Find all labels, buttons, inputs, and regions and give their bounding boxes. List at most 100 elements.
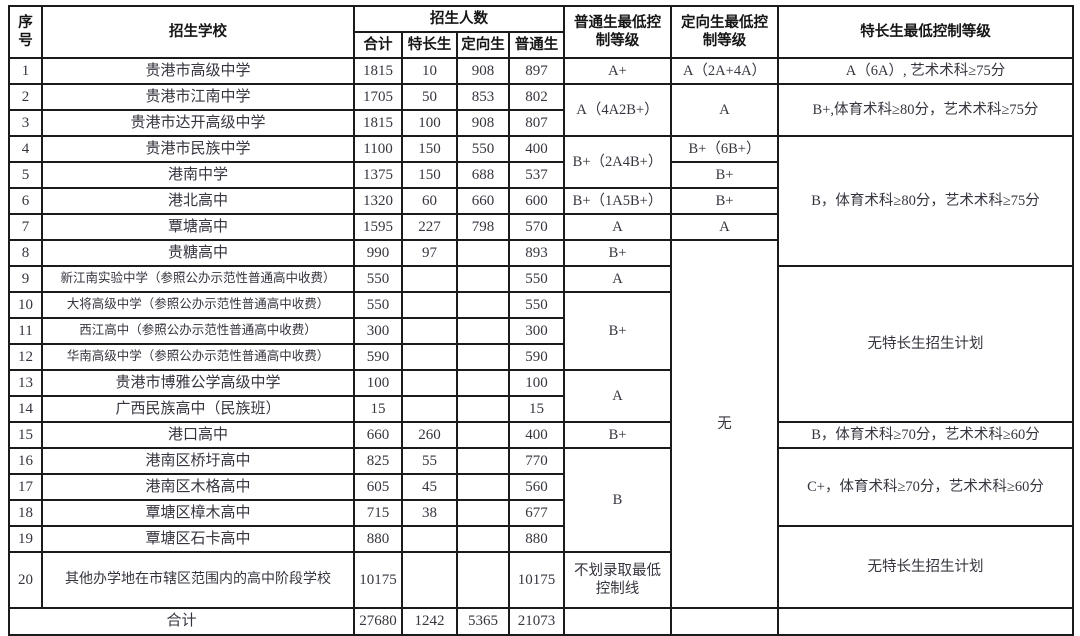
school-name: 覃塘高中 — [41, 213, 355, 241]
row-no: 14 — [8, 395, 43, 423]
count-regular: 880 — [508, 525, 565, 553]
count-directed — [456, 317, 510, 345]
count-regular: 550 — [508, 291, 565, 319]
grade-special-min: B+,体育术科≥80分，艺术术科≥75分 — [777, 83, 1074, 137]
count-directed — [456, 473, 510, 501]
table-row: 6 港北高中 1320 60 660 600 B+（1A5B+） B+ — [8, 187, 1073, 215]
count-total: 590 — [353, 343, 403, 371]
table-row: 19 覃塘区石卡高中 880 880 无特长生招生计划 — [8, 525, 1074, 609]
table-row: 10 大将高级中学（参照公办示范性普通高中收费） 550 550 B+ — [8, 291, 1073, 371]
count-total: 1595 — [353, 213, 403, 241]
total-directed: 5365 — [456, 607, 510, 636]
grade-regular-min: B — [563, 447, 672, 553]
count-special: 150 — [401, 161, 458, 189]
row-no: 11 — [8, 317, 43, 345]
count-special — [401, 369, 458, 397]
count-directed: 660 — [456, 187, 510, 215]
school-name: 覃塘区石卡高中 — [41, 525, 355, 553]
count-regular: 570 — [508, 213, 565, 241]
table-row: 13 贵港市博雅公学高级中学 100 100 A — [8, 369, 1073, 423]
school-name: 贵港市民族中学 — [41, 135, 355, 163]
grade-special-min: 无特长生招生计划 — [777, 525, 1074, 609]
count-total: 100 — [353, 369, 403, 397]
grade-directed-min: A — [670, 213, 779, 241]
count-special: 227 — [401, 213, 458, 241]
count-regular: 15 — [508, 395, 565, 423]
grade-special-min: 无特长生招生计划 — [777, 265, 1074, 423]
grade-regular-min: B+ — [563, 239, 672, 267]
count-special: 60 — [401, 187, 458, 215]
header-enrollment: 招生人数 — [353, 5, 565, 33]
row-no: 9 — [8, 265, 43, 293]
count-directed — [456, 499, 510, 527]
count-directed: 908 — [456, 109, 510, 137]
school-name: 港南区桥圩高中 — [41, 447, 355, 475]
grade-regular-min: 不划录取最低控制线 — [563, 551, 672, 609]
table-row: 2 贵港市江南中学 1705 50 853 802 A（4A2B+） A B+,… — [8, 83, 1074, 137]
count-total: 1100 — [353, 135, 403, 163]
count-total: 605 — [353, 473, 403, 501]
table-row: 5 港南中学 1375 150 688 537 B+ — [8, 161, 1073, 189]
row-no: 6 — [8, 187, 43, 215]
count-regular: 537 — [508, 161, 565, 189]
count-special: 45 — [401, 473, 458, 501]
count-directed — [456, 239, 510, 267]
count-directed: 688 — [456, 161, 510, 189]
count-special: 10 — [401, 57, 458, 85]
count-special — [401, 317, 458, 345]
header-row-1: 序号 招生学校 招生人数 普通生最低控制等级 定向生最低控制等级 特长生最低控制… — [8, 5, 1074, 59]
count-special: 38 — [401, 499, 458, 527]
school-name: 新江南实验中学（参照公办示范性普通高中收费） — [41, 265, 355, 293]
grade-special-min: A（6A）, 艺术术科≥75分 — [777, 57, 1074, 85]
table-row: 9 新江南实验中学（参照公办示范性普通高中收费） 550 550 A 无特长生招… — [8, 265, 1074, 423]
count-special: 50 — [401, 83, 458, 111]
count-total: 660 — [353, 421, 403, 449]
school-name: 覃塘区樟木高中 — [41, 499, 355, 527]
count-special — [401, 265, 458, 293]
school-name: 广西民族高中（民族班） — [41, 395, 355, 423]
count-regular: 300 — [508, 317, 565, 345]
header-no: 序号 — [8, 5, 43, 59]
count-directed — [456, 395, 510, 423]
table-row: 18 覃塘区樟木高中 715 38 677 — [8, 499, 1073, 527]
header-school: 招生学校 — [41, 5, 355, 59]
header-regular-min: 普通生最低控制等级 — [563, 5, 672, 59]
total-regular: 21073 — [508, 607, 565, 636]
count-special: 97 — [401, 239, 458, 267]
count-total: 1320 — [353, 187, 403, 215]
count-total: 1815 — [353, 109, 403, 137]
grade-special-min: B，体育术科≥70分，艺术术科≥60分 — [777, 421, 1074, 449]
table-row: 11 西江高中（参照公办示范性普通高中收费） 300 300 — [8, 317, 1073, 345]
row-no: 17 — [8, 473, 43, 501]
grade-regular-min: A — [563, 265, 672, 293]
count-total: 1705 — [353, 83, 403, 111]
table-row: 14 广西民族高中（民族班） 15 15 — [8, 395, 1073, 423]
grade-special-min: C+，体育术科≥70分，艺术术科≥60分 — [777, 447, 1074, 527]
table-row: 8 贵糖高中 990 97 893 B+ 无 — [8, 239, 1073, 609]
school-name: 大将高级中学（参照公办示范性普通高中收费） — [41, 291, 355, 319]
grade-regular-min: A+ — [563, 57, 672, 85]
count-directed — [456, 343, 510, 371]
total-directed-min-empty — [670, 607, 779, 636]
count-special: 100 — [401, 109, 458, 137]
grade-special-min: B，体育术科≥80分，艺术术科≥75分 — [777, 135, 1074, 267]
row-no: 4 — [8, 135, 43, 163]
header-sub-special: 特长生 — [401, 31, 458, 59]
grade-directed-min: A（2A+4A） — [670, 57, 779, 85]
header-special-min: 特长生最低控制等级 — [777, 5, 1074, 59]
count-directed: 853 — [456, 83, 510, 111]
count-directed — [456, 551, 510, 609]
table-row: 12 华南高级中学（参照公办示范性普通高中收费） 590 590 — [8, 343, 1073, 371]
school-name: 贵糖高中 — [41, 239, 355, 267]
count-total: 880 — [353, 525, 403, 553]
grade-directed-min: 无 — [670, 239, 779, 609]
row-no: 18 — [8, 499, 43, 527]
count-regular: 10175 — [508, 551, 565, 609]
count-regular: 560 — [508, 473, 565, 501]
grade-directed-min: B+ — [670, 187, 779, 215]
count-total: 990 — [353, 239, 403, 267]
count-regular: 100 — [508, 369, 565, 397]
count-directed: 908 — [456, 57, 510, 85]
table-row: 20 其他办学地在市辖区范围内的高中阶段学校 10175 10175 不划录取最… — [8, 551, 1073, 609]
total-label: 合计 — [8, 607, 355, 636]
